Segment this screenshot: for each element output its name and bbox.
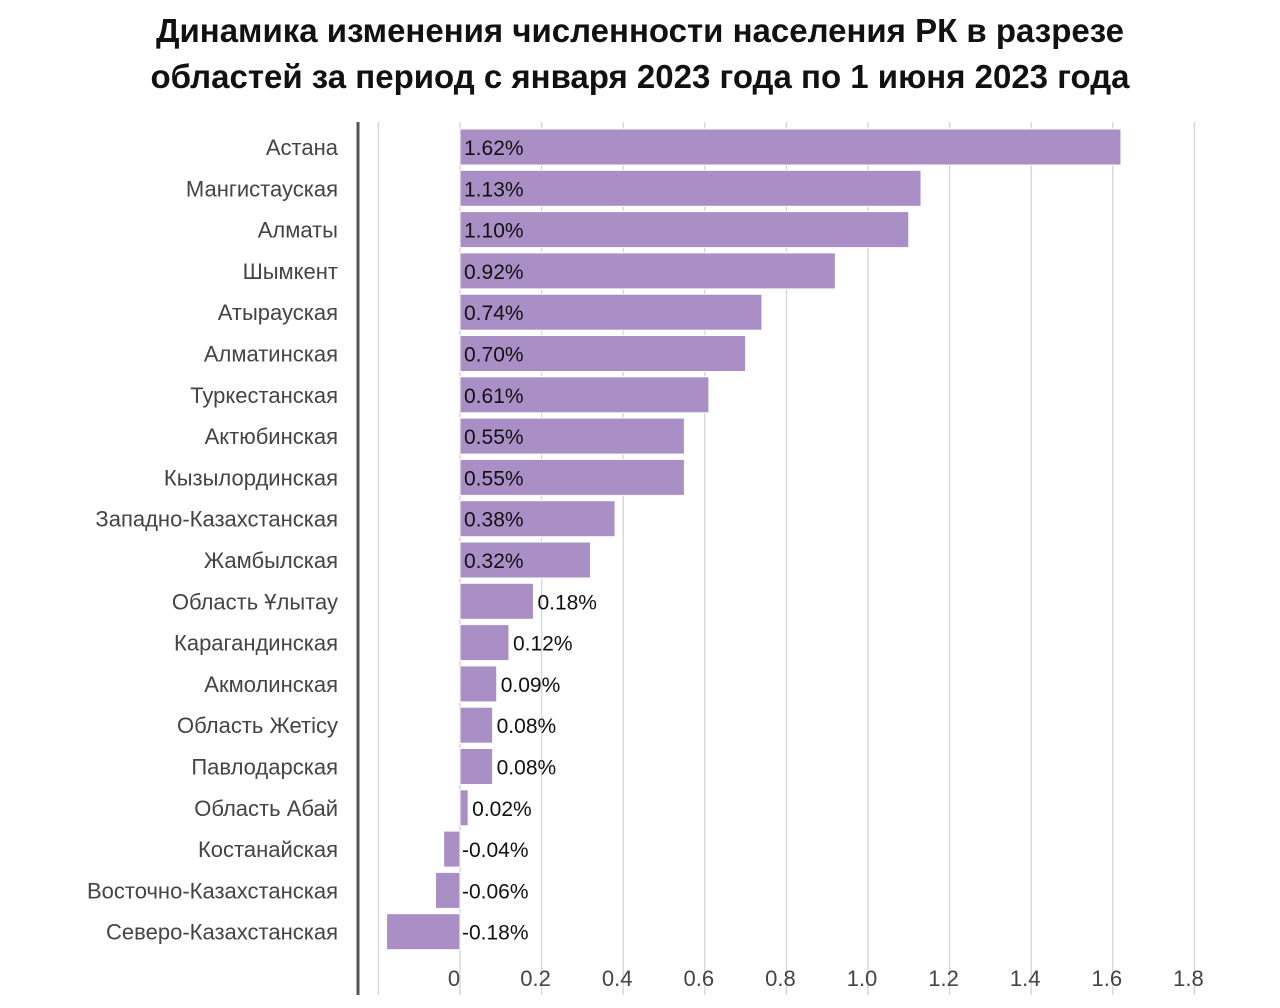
value-label-19: -0.18% [462, 922, 529, 945]
x-tick-label-4: 0.8 [765, 966, 796, 991]
chart-title-line-2: областей за период с января 2023 года по… [150, 58, 1130, 95]
category-label-7: Актюбинская [205, 424, 338, 449]
value-label-13: 0.09% [501, 674, 561, 697]
category-label-14: Область Жетісу [177, 713, 338, 738]
value-label-0: 1.62% [464, 137, 524, 160]
value-label-16: 0.02% [472, 798, 532, 821]
category-label-8: Кызылординская [164, 465, 338, 490]
category-label-11: Область Ұлытау [172, 589, 338, 614]
category-label-2: Алматы [258, 218, 338, 243]
bar-6 [459, 376, 710, 414]
bar-8 [459, 458, 685, 496]
category-label-6: Туркестанская [190, 383, 338, 408]
bar-19 [386, 913, 461, 951]
category-label-9: Западно-Казахстанская [95, 507, 338, 532]
category-label-10: Жамбылская [204, 548, 338, 573]
category-label-13: Акмолинская [204, 672, 338, 697]
category-label-18: Восточно-Казахстанская [87, 878, 338, 903]
bar-16 [459, 789, 469, 827]
bar-10 [459, 541, 592, 579]
x-tick-label-9: 1.8 [1173, 966, 1204, 991]
x-tick-label-6: 1.2 [928, 966, 959, 991]
category-label-5: Алматинская [204, 342, 338, 367]
bar-7 [459, 417, 685, 455]
value-label-2: 1.10% [464, 220, 524, 243]
x-tick-label-0: 0 [448, 966, 460, 991]
category-label-19: Северо-Казахстанская [106, 920, 338, 945]
bar-15 [459, 748, 494, 785]
bar-4 [459, 293, 763, 331]
value-label-8: 0.55% [464, 467, 524, 490]
x-tick-label-5: 1.0 [847, 966, 878, 991]
bar-17 [443, 830, 461, 868]
x-tick-label-3: 0.6 [684, 966, 715, 991]
x-tick-label-1: 0.2 [520, 966, 551, 991]
category-label-16: Область Абай [194, 796, 338, 821]
value-label-18: -0.06% [462, 880, 529, 903]
bar-11 [459, 582, 534, 620]
x-tick-label-8: 1.6 [1092, 966, 1123, 991]
value-label-11: 0.18% [537, 591, 597, 614]
category-label-15: Павлодарская [191, 755, 338, 780]
value-label-5: 0.70% [464, 344, 524, 367]
bar-9 [459, 500, 616, 538]
x-tick-label-2: 0.4 [602, 966, 633, 991]
bar-18 [435, 871, 461, 909]
value-label-12: 0.12% [513, 633, 573, 656]
category-label-4: Атырауская [218, 300, 338, 325]
value-label-1: 1.13% [464, 178, 524, 201]
value-label-4: 0.74% [464, 302, 524, 325]
value-label-9: 0.38% [464, 509, 524, 532]
bar-14 [459, 706, 494, 744]
value-label-3: 0.92% [464, 261, 524, 284]
chart-title: Динамика изменения численности населения… [0, 8, 1280, 100]
value-label-10: 0.32% [464, 550, 524, 573]
value-label-6: 0.61% [464, 385, 524, 408]
bar-2 [459, 211, 910, 249]
category-label-17: Костанайская [198, 837, 338, 862]
category-label-1: Мангистауская [186, 176, 338, 201]
value-label-14: 0.08% [497, 715, 557, 738]
value-label-15: 0.08% [497, 757, 557, 780]
bar-0 [459, 128, 1122, 166]
bar-12 [459, 624, 510, 662]
bar-5 [459, 335, 747, 372]
bar-1 [459, 169, 922, 207]
bar-3 [459, 252, 836, 290]
category-label-12: Карагандинская [174, 631, 338, 656]
category-label-0: Астана [266, 135, 339, 160]
bar-13 [459, 665, 498, 703]
value-label-7: 0.55% [464, 426, 524, 449]
chart-title-line-1: Динамика изменения численности населения… [155, 12, 1125, 49]
category-label-3: Шымкент [243, 259, 338, 284]
value-label-17: -0.04% [462, 839, 529, 862]
x-tick-label-7: 1.4 [1010, 966, 1041, 991]
